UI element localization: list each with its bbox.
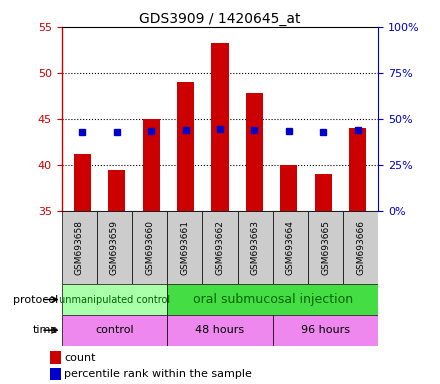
Bar — [143, 119, 160, 211]
Text: GSM693658: GSM693658 — [75, 220, 84, 275]
Title: GDS3909 / 1420645_at: GDS3909 / 1420645_at — [139, 12, 301, 26]
Text: GSM693666: GSM693666 — [356, 220, 365, 275]
Bar — [315, 174, 332, 211]
Bar — [167, 211, 202, 284]
Text: count: count — [64, 353, 95, 363]
Text: protocol: protocol — [13, 295, 59, 305]
Text: GSM693663: GSM693663 — [251, 220, 260, 275]
Bar — [97, 211, 132, 284]
Text: time: time — [33, 325, 59, 335]
Text: percentile rank within the sample: percentile rank within the sample — [64, 369, 252, 379]
Bar — [343, 211, 378, 284]
Bar — [273, 211, 308, 284]
Bar — [177, 82, 194, 211]
Text: GSM693659: GSM693659 — [110, 220, 119, 275]
Text: GSM693664: GSM693664 — [286, 220, 295, 275]
Bar — [308, 211, 343, 284]
Bar — [349, 128, 367, 211]
Bar — [132, 211, 167, 284]
Bar — [50, 367, 61, 380]
Bar — [62, 284, 167, 315]
Bar — [246, 93, 263, 211]
Text: 96 hours: 96 hours — [301, 325, 350, 335]
Text: GSM693665: GSM693665 — [321, 220, 330, 275]
Bar — [167, 284, 378, 315]
Text: control: control — [95, 325, 134, 335]
Bar — [211, 43, 229, 211]
Bar — [73, 154, 91, 211]
Bar — [280, 165, 297, 211]
Text: unmanipulated control: unmanipulated control — [59, 295, 170, 305]
Bar — [273, 315, 378, 346]
Bar — [62, 315, 167, 346]
Bar — [238, 211, 273, 284]
Text: GSM693660: GSM693660 — [145, 220, 154, 275]
Text: GSM693662: GSM693662 — [216, 220, 224, 275]
Text: oral submucosal injection: oral submucosal injection — [193, 293, 353, 306]
Bar — [167, 315, 273, 346]
Bar — [50, 351, 61, 364]
Text: 48 hours: 48 hours — [195, 325, 245, 335]
Bar — [108, 170, 125, 211]
Bar — [62, 211, 97, 284]
Text: GSM693661: GSM693661 — [180, 220, 189, 275]
Bar — [202, 211, 238, 284]
